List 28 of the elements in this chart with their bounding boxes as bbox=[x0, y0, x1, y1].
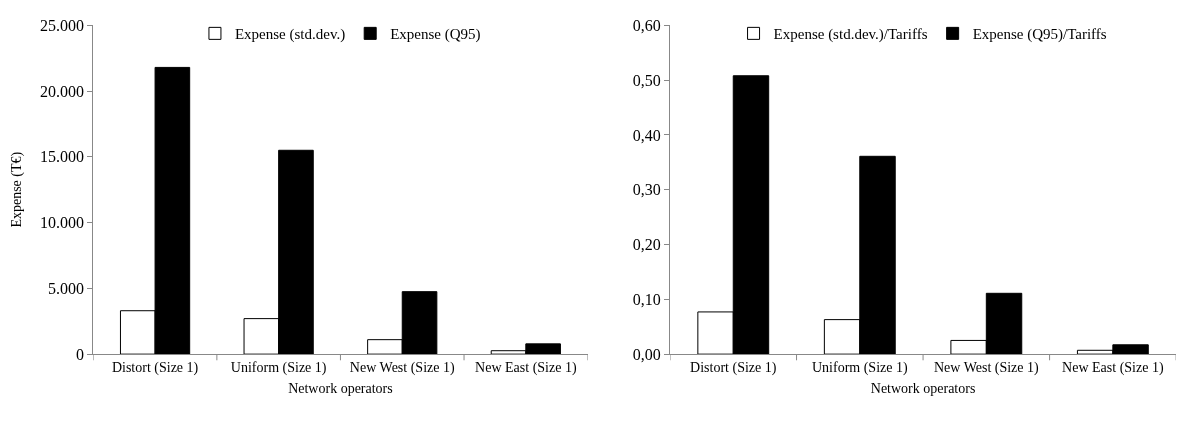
y-tick-label: 0,30 bbox=[632, 181, 661, 199]
y-tick-label: 10.000 bbox=[40, 214, 85, 232]
y-axis-title: Expense (T€) bbox=[8, 151, 25, 228]
y-tick-label: 20.000 bbox=[40, 82, 85, 100]
y-tick-label: 0,60 bbox=[632, 16, 661, 34]
y-tick-label: 0,20 bbox=[632, 236, 661, 254]
y-tick-label: 0 bbox=[76, 345, 85, 363]
x-tick-label: Uniform (Size 1) bbox=[230, 359, 327, 376]
x-tick-label: Distort (Size 1) bbox=[111, 359, 199, 376]
x-tick-label: New East (Size 1) bbox=[475, 359, 577, 376]
x-tick-label: New West (Size 1) bbox=[349, 359, 455, 376]
x-tick-label: New East (Size 1) bbox=[1062, 359, 1164, 376]
x-tick-label: Uniform (Size 1) bbox=[811, 359, 908, 376]
x-tick-label: New West (Size 1) bbox=[933, 359, 1040, 376]
y-tick-label: 0,00 bbox=[632, 345, 661, 363]
legend-label: Expense (Q95) bbox=[390, 26, 481, 44]
x-tick-label: Distort (Size 1) bbox=[690, 359, 777, 376]
legend-label: Expense (std.dev.)/Tariffs bbox=[773, 26, 928, 44]
y-tick-label: 0,50 bbox=[632, 71, 661, 89]
y-tick-label: 25.000 bbox=[40, 16, 85, 34]
y-tick-label: 0,40 bbox=[632, 126, 661, 144]
x-axis-title: Network operators bbox=[288, 381, 393, 397]
y-tick-label: 0,10 bbox=[632, 290, 661, 308]
legend-label: Expense (Q95)/Tariffs bbox=[972, 26, 1107, 44]
y-tick-label: 5.000 bbox=[48, 279, 85, 297]
x-axis-title: Network operators bbox=[870, 381, 976, 397]
legend-label: Expense (std.dev.) bbox=[234, 26, 346, 44]
y-tick-label: 15.000 bbox=[40, 148, 85, 166]
